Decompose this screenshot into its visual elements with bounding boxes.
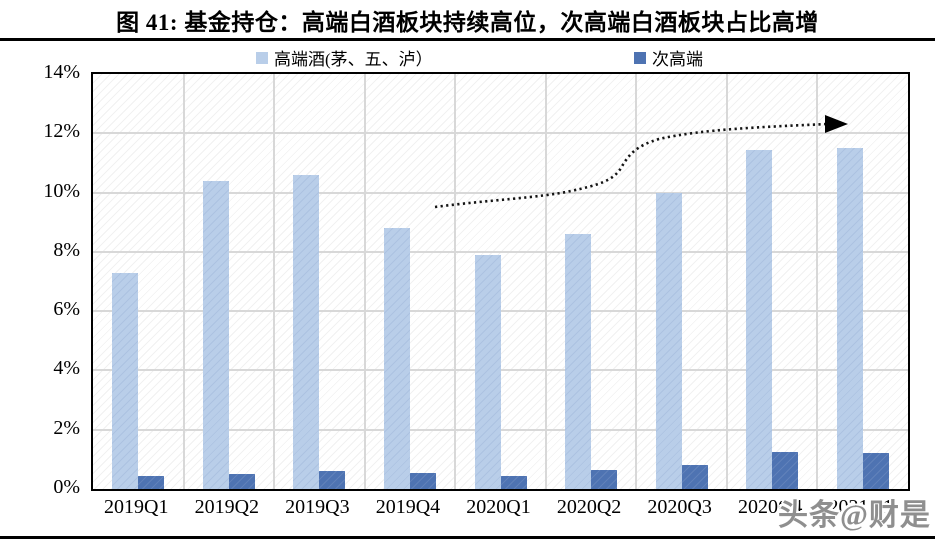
- bar-group: [546, 74, 637, 489]
- bar-gaoduanjiu: [474, 254, 501, 489]
- legend-item-cigaoduan: 次高端: [634, 45, 703, 70]
- legend-label-cigaoduan: 次高端: [652, 50, 703, 69]
- y-axis-tick-label: 14%: [43, 61, 80, 83]
- watermark: 头条@财是: [778, 499, 931, 532]
- y-axis-tick-label: 10%: [43, 179, 80, 202]
- x-axis-tick-label: 2019Q3: [285, 496, 350, 518]
- y-axis-labels: 14% 12% 10% 8% 6% 4% 2% 0%: [0, 61, 80, 498]
- y-axis-tick-label: 2%: [53, 416, 80, 439]
- x-axis-tick-label: 2020Q1: [466, 496, 531, 518]
- gridline-vertical: [635, 74, 638, 489]
- bar-group: [184, 74, 275, 489]
- figure-title: 图 41: 基金持仓：高端白酒板块持续高位，次高端白酒板块占比高增: [116, 10, 819, 35]
- gridline-vertical: [363, 74, 366, 489]
- x-axis-tick-label: 2020Q3: [647, 496, 712, 518]
- bar-cigaoduan: [862, 453, 889, 489]
- x-axis-tick-label: 2020Q2: [556, 496, 622, 518]
- bar-gaoduanjiu: [746, 149, 773, 489]
- y-axis-tick-label: 12%: [43, 120, 80, 143]
- bar-group: [636, 74, 727, 489]
- gridline-horizontal: [93, 132, 908, 135]
- bar-gaoduanjiu: [383, 228, 410, 489]
- gridline-vertical: [182, 74, 185, 489]
- trend-arrow-icon: [434, 115, 848, 209]
- bar-cigaoduan: [138, 475, 165, 489]
- y-axis-tick-label: 4%: [53, 357, 80, 380]
- x-axis-tick-label: 2019Q2: [194, 496, 260, 518]
- x-axis-tick-label: 2019Q1: [104, 496, 169, 518]
- gridline-vertical: [816, 74, 819, 489]
- bar-gaoduanjiu: [202, 180, 229, 489]
- bar-group: [93, 74, 184, 489]
- bar-cigaoduan: [681, 465, 708, 489]
- bar-group: [818, 74, 909, 489]
- bottom-divider-line: [0, 536, 935, 539]
- plot-area: [91, 72, 910, 491]
- gridline-vertical: [544, 74, 547, 489]
- x-axis-tick-label: 2019Q4: [375, 496, 441, 518]
- bar-cigaoduan: [228, 474, 255, 489]
- y-axis-tick-label: 0%: [53, 476, 80, 498]
- x-axis-tick-label: 2020Q4: [737, 496, 803, 518]
- y-axis-tick-label: 8%: [53, 238, 80, 261]
- bar-gaoduanjiu: [655, 192, 682, 489]
- bar-group: [365, 74, 456, 489]
- bar-group: [727, 74, 818, 489]
- bar-cigaoduan: [591, 469, 618, 489]
- legend-label-gaoduan: 高端酒(茅、五、泸）: [274, 50, 433, 69]
- gridline-horizontal: [93, 191, 908, 194]
- x-axis-tick-label: 2021Q1: [828, 496, 893, 518]
- bar-cigaoduan: [409, 472, 436, 489]
- gridline-vertical: [454, 74, 457, 489]
- bar-groups: [93, 74, 908, 489]
- legend-swatch-cigaoduan-icon: [634, 51, 646, 64]
- y-axis-tick-label: 6%: [53, 298, 80, 321]
- gridline-vertical: [725, 74, 728, 489]
- legend-item-gaoduan: 高端酒(茅、五、泸）: [256, 45, 433, 70]
- bar-gaoduanjiu: [565, 234, 592, 489]
- legend-swatch-gaoduan-icon: [256, 51, 268, 64]
- gridline-vertical: [273, 74, 276, 489]
- bar-gaoduanjiu: [293, 174, 320, 489]
- bar-group: [455, 74, 546, 489]
- bar-gaoduanjiu: [836, 148, 863, 489]
- x-axis-labels: 2019Q1 2019Q2 2019Q3 2019Q4 2020Q1 2020Q2 2020…: [91, 496, 906, 519]
- bar-group: [274, 74, 365, 489]
- bar-cigaoduan: [319, 471, 346, 489]
- bar-gaoduanjiu: [112, 272, 139, 489]
- gridline-horizontal: [93, 250, 908, 253]
- title-divider-line: [0, 38, 935, 41]
- bar-cigaoduan: [500, 475, 527, 489]
- bar-cigaoduan: [772, 451, 799, 489]
